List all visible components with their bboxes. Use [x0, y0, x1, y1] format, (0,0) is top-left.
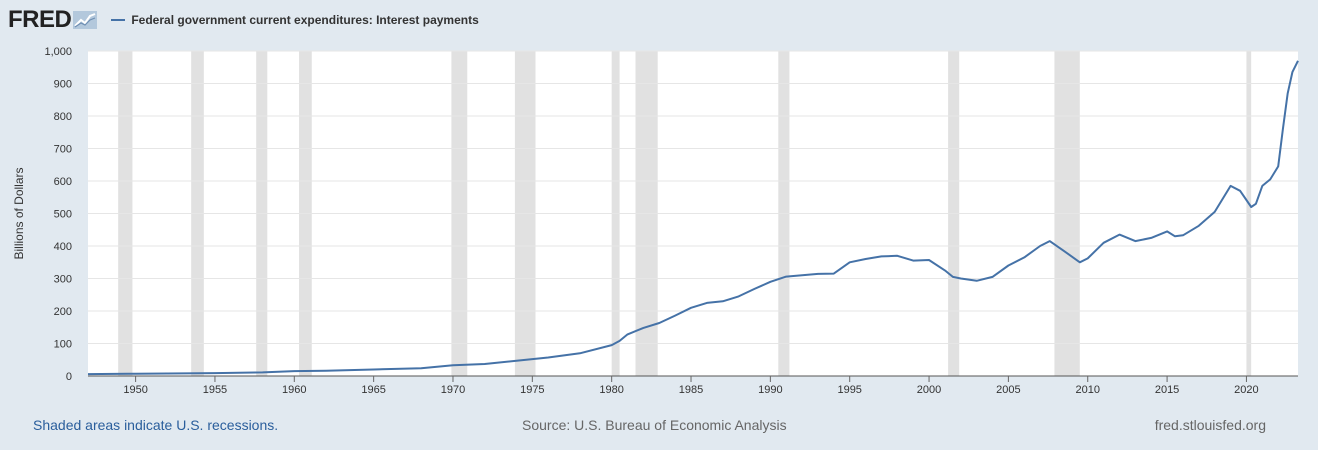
y-tick-label: 500	[54, 209, 72, 221]
x-tick-label: 1955	[203, 384, 227, 396]
x-tick-label: 1950	[123, 384, 147, 396]
x-tick-label: 2015	[1155, 384, 1179, 396]
y-tick-label: 0	[66, 371, 72, 383]
y-tick-label: 800	[54, 111, 72, 123]
logo-text: FRED	[8, 6, 72, 33]
chart-legend: Federal government current expenditures:…	[111, 13, 479, 27]
x-tick-label: 1990	[758, 384, 782, 396]
y-tick-label: 1,000	[44, 46, 72, 58]
chart-header: FRED Federal government current expendit…	[8, 6, 479, 34]
legend-swatch	[111, 19, 126, 21]
y-tick-label: 100	[54, 339, 72, 351]
x-tick-label: 1985	[679, 384, 703, 396]
chart-line-icon	[73, 11, 98, 29]
recession-note: Shaded areas indicate U.S. recessions.	[33, 417, 279, 433]
x-tick-label: 1975	[520, 384, 544, 396]
x-tick-label: 2010	[1075, 384, 1099, 396]
y-tick-label: 900	[54, 79, 72, 91]
fred-logo[interactable]: FRED	[8, 6, 98, 33]
x-tick-label: 1965	[361, 384, 385, 396]
x-tick-label: 1970	[441, 384, 465, 396]
site-link[interactable]: fred.stlouisfed.org	[1154, 417, 1266, 433]
x-tick-label: 2000	[917, 384, 941, 396]
y-tick-label: 700	[54, 144, 72, 156]
y-tick-label: 200	[54, 306, 72, 318]
y-tick-label: 600	[54, 176, 72, 188]
legend-series-label: Federal government current expenditures:…	[131, 13, 479, 27]
x-tick-label: 2020	[1234, 384, 1258, 396]
series-line	[87, 60, 1299, 376]
x-tick-label: 2005	[996, 384, 1020, 396]
line-chart: 0 100 200 300 400 500 600 700 800 900 1,000 1950 195…	[12, 46, 1299, 396]
y-axis-title: Billions of Dollars	[12, 167, 26, 259]
y-tick-label: 300	[54, 274, 72, 286]
y-tick-label: 400	[54, 241, 72, 253]
source-note: Source: U.S. Bureau of Economic Analysis	[522, 417, 787, 433]
x-tick-label: 1995	[837, 384, 861, 396]
x-tick-label: 1980	[599, 384, 623, 396]
x-tick-label: 1960	[282, 384, 306, 396]
